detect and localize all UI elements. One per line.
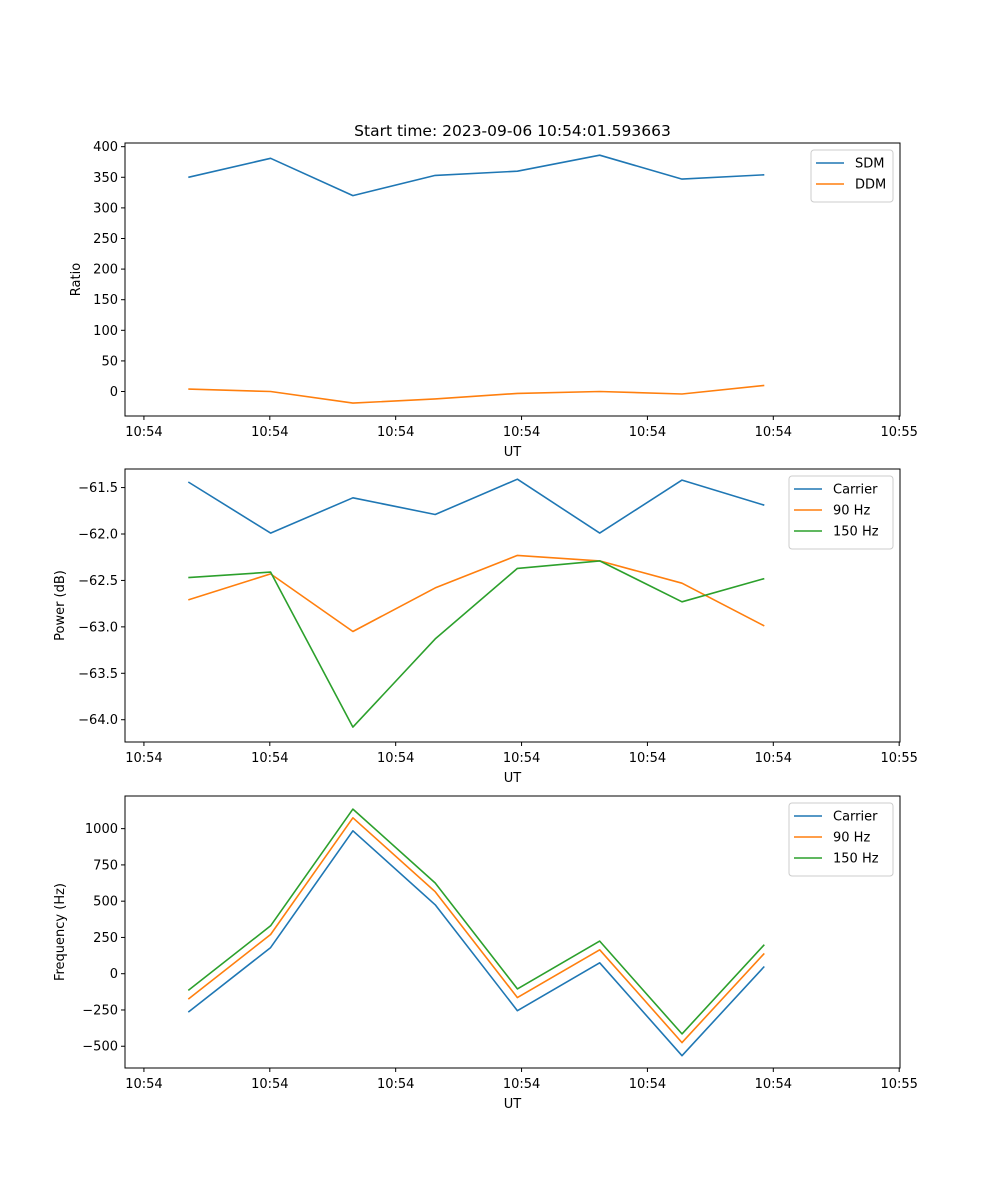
series-line-150-hz — [187, 808, 765, 1035]
legend-label: 90 Hz — [833, 831, 870, 846]
legend-label: DDM — [855, 178, 886, 193]
x-axis-label: UT — [504, 1097, 522, 1112]
x-tick-label: 10:55 — [880, 751, 917, 766]
x-tick-label: 10:54 — [377, 751, 414, 766]
panel-3: −500 −250 0 250 500 750 1000 10:54 10:54 10:54 10:… — [53, 795, 918, 1112]
axes-frame — [124, 142, 901, 417]
legend-label: Carrier — [833, 483, 878, 498]
x-tick-label: 10:54 — [377, 425, 414, 440]
series-line-carrier — [187, 829, 765, 1057]
x-tick-label: 10:54 — [629, 751, 666, 766]
y-tick-label: 150 — [93, 293, 118, 308]
x-tick-label: 10:54 — [503, 1077, 540, 1092]
x-tick-label: 10:55 — [880, 425, 917, 440]
y-tick-label: −63.5 — [78, 667, 118, 682]
chart-title: Start time: 2023-09-06 10:54:01.593663 — [354, 122, 671, 140]
panels: 0 50 100 150 200 250 300 350 400 10:54 10:54 10:54 1… — [53, 140, 918, 1112]
panel-1: 0 50 100 150 200 250 300 350 400 10:54 10:54 10:54 1… — [69, 140, 918, 460]
x-tick-label: 10:54 — [755, 751, 792, 766]
series-line-90-hz — [188, 554, 765, 633]
y-tick-label: 750 — [93, 858, 118, 873]
y-tick-label: 100 — [93, 324, 118, 339]
x-tick-label: 10:54 — [125, 425, 162, 440]
x-tick-label: 10:54 — [755, 1077, 792, 1092]
axes-frame — [124, 468, 901, 743]
legend-label: 150 Hz — [833, 852, 879, 867]
y-tick-label: 1000 — [85, 822, 118, 837]
x-tick-label: 10:54 — [755, 425, 792, 440]
x-axis-label: UT — [504, 771, 522, 786]
y-tick-label: −62.0 — [78, 528, 118, 543]
x-axis-label: UT — [504, 445, 522, 460]
legend-label: 150 Hz — [833, 525, 879, 540]
x-tick-label: 10:54 — [251, 751, 288, 766]
series-line-90-hz — [187, 816, 765, 1044]
x-tick-label: 10:54 — [629, 1077, 666, 1092]
x-tick-label: 10:54 — [503, 751, 540, 766]
legend: SDM DDM — [810, 149, 894, 203]
y-tick-label: 500 — [93, 895, 118, 910]
series-line-carrier — [187, 478, 765, 534]
y-tick-label: −250 — [82, 1003, 118, 1018]
x-tick-label: 10:54 — [125, 1077, 162, 1092]
y-tick-label: −63.0 — [78, 620, 118, 635]
series-line-150-hz — [188, 560, 765, 728]
legend-label: 90 Hz — [833, 504, 870, 519]
y-tick-label: 250 — [93, 931, 118, 946]
y-tick-label: 0 — [110, 967, 118, 982]
y-axis-label: Power (dB) — [53, 570, 68, 641]
y-tick-label: 0 — [110, 385, 118, 400]
x-tick-label: 10:54 — [629, 425, 666, 440]
axes-frame — [124, 795, 901, 1069]
legend: Carrier 90 Hz 150 Hz — [788, 802, 894, 877]
legend-label: SDM — [855, 157, 884, 172]
y-tick-label: −61.5 — [78, 481, 118, 496]
x-tick-label: 10:55 — [880, 1077, 917, 1092]
y-tick-label: −62.5 — [78, 574, 118, 589]
panel-2: −64.0 −63.5 −63.0 −62.5 −62.0 −61.5 10:54 10:54… — [53, 468, 918, 786]
y-axis-label: Ratio — [69, 263, 84, 296]
x-tick-label: 10:54 — [503, 425, 540, 440]
y-tick-label: 250 — [93, 232, 118, 247]
y-tick-label: −64.0 — [78, 713, 118, 728]
y-tick-label: 50 — [101, 354, 118, 369]
x-tick-label: 10:54 — [377, 1077, 414, 1092]
y-tick-label: 400 — [93, 140, 118, 155]
legend-label: Carrier — [833, 810, 878, 825]
series-line-sdm — [188, 154, 765, 197]
series-line-ddm — [188, 384, 765, 404]
y-tick-label: 350 — [93, 171, 118, 186]
legend: Carrier 90 Hz 150 Hz — [788, 475, 894, 550]
y-tick-label: 300 — [93, 201, 118, 216]
y-axis-label: Frequency (Hz) — [53, 883, 68, 981]
y-tick-label: 200 — [93, 263, 118, 278]
x-tick-label: 10:54 — [125, 751, 162, 766]
x-tick-label: 10:54 — [251, 1077, 288, 1092]
y-tick-label: −500 — [82, 1040, 118, 1055]
x-tick-label: 10:54 — [251, 425, 288, 440]
